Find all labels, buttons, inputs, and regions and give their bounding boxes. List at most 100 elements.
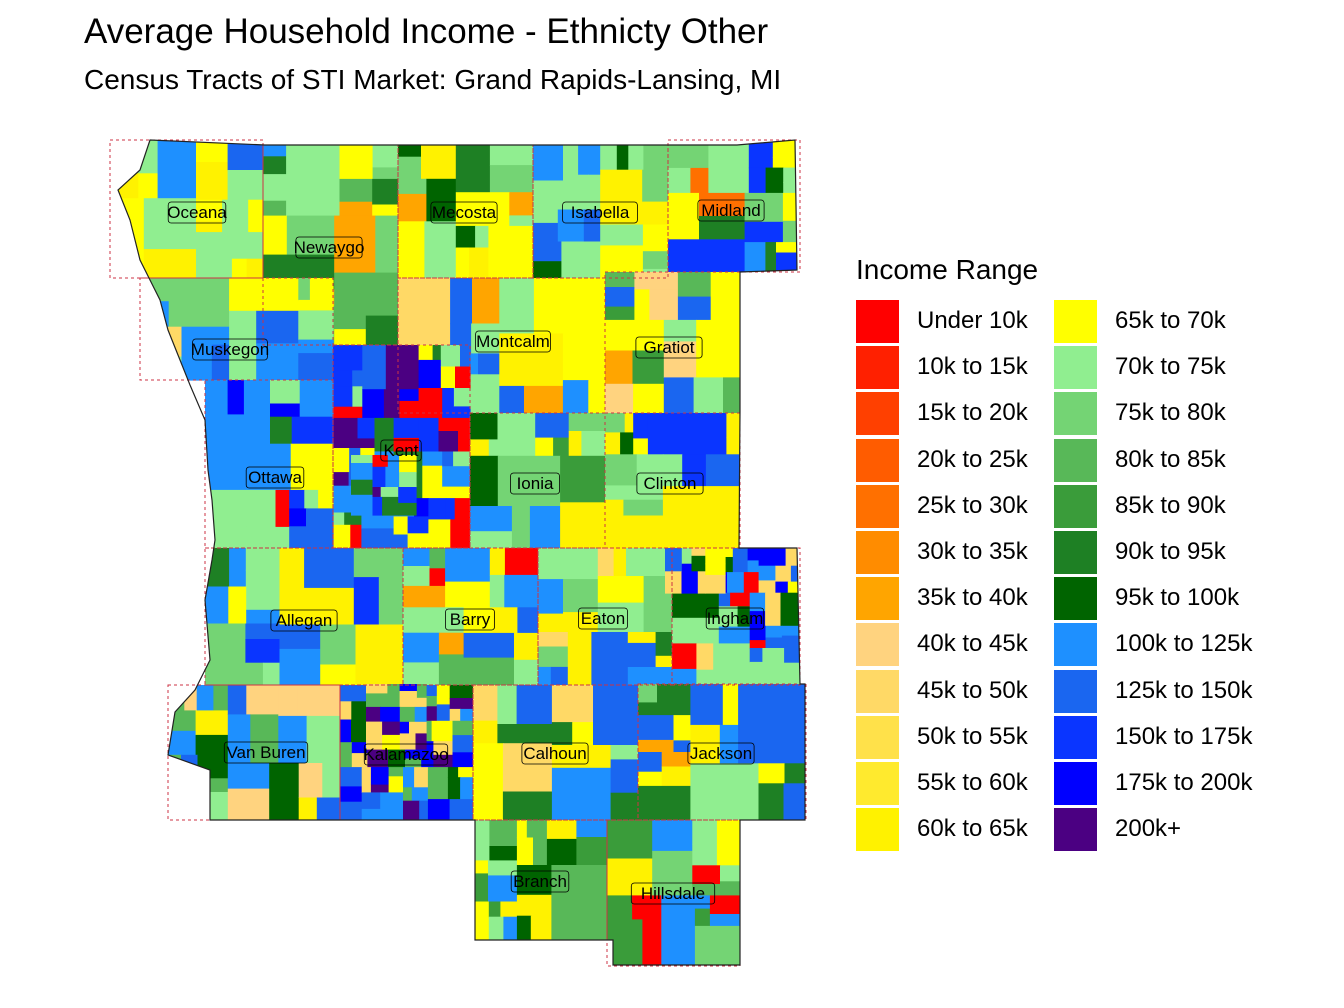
census-tract xyxy=(551,865,608,941)
census-tract xyxy=(414,498,430,517)
census-tract xyxy=(334,215,376,274)
census-tract xyxy=(692,884,721,896)
census-tract xyxy=(418,345,434,361)
census-tract xyxy=(196,162,229,201)
census-tract xyxy=(418,359,442,389)
census-tract xyxy=(672,643,697,670)
census-tract xyxy=(696,319,741,339)
census-tract xyxy=(785,548,801,567)
census-tract xyxy=(488,225,534,279)
census-tract xyxy=(470,531,513,549)
county-label-box xyxy=(635,336,703,359)
census-tract xyxy=(460,345,471,368)
census-tract xyxy=(749,648,763,663)
census-tract xyxy=(790,565,801,583)
census-tract xyxy=(211,344,230,381)
census-tract xyxy=(578,145,601,176)
census-tract xyxy=(196,220,223,233)
census-tract xyxy=(681,548,693,565)
census-tract xyxy=(533,180,547,211)
census-tract xyxy=(333,370,353,387)
census-tract xyxy=(623,499,664,517)
census-tract xyxy=(696,669,714,686)
census-tract xyxy=(279,548,305,589)
census-tract xyxy=(246,489,277,528)
census-tract xyxy=(245,623,281,640)
census-tract xyxy=(663,319,697,342)
census-tract xyxy=(705,574,726,594)
census-tract xyxy=(499,278,535,334)
census-tract xyxy=(380,792,404,821)
census-tract xyxy=(407,533,429,549)
census-tract xyxy=(529,506,561,549)
census-tract xyxy=(415,733,427,750)
census-tract xyxy=(489,574,505,608)
census-tract xyxy=(424,221,457,279)
census-tract xyxy=(168,685,185,711)
census-tract xyxy=(351,463,374,481)
census-tract xyxy=(633,413,649,439)
census-tract xyxy=(473,743,504,821)
census-tract xyxy=(497,685,518,725)
census-tract xyxy=(691,555,706,572)
census-tract xyxy=(780,592,801,627)
census-tract xyxy=(488,875,518,903)
census-tract xyxy=(538,613,564,633)
legend-swatch xyxy=(1054,484,1097,528)
census-tract xyxy=(455,225,476,249)
census-tract xyxy=(263,156,287,175)
census-tract xyxy=(463,607,494,634)
census-tract xyxy=(333,512,345,526)
census-tract xyxy=(568,431,582,457)
census-tract xyxy=(190,778,229,793)
county-label: Montcalm xyxy=(475,330,551,353)
county-label-box xyxy=(687,742,755,765)
census-tract xyxy=(626,548,646,577)
census-tract xyxy=(489,165,534,193)
census-tract xyxy=(426,178,457,222)
county-name: Ionia xyxy=(517,474,554,493)
census-tract xyxy=(447,767,459,778)
census-tract xyxy=(340,701,352,720)
census-tract xyxy=(624,858,653,896)
census-tract xyxy=(195,734,229,756)
census-tract xyxy=(370,784,390,793)
census-tract xyxy=(633,438,649,455)
census-tract xyxy=(562,361,606,381)
county-label: Oceana xyxy=(167,201,227,224)
county-name: Clinton xyxy=(644,474,697,493)
census-tract xyxy=(250,714,279,764)
census-tract xyxy=(581,431,606,457)
census-tract xyxy=(388,767,404,777)
census-tract xyxy=(546,820,577,840)
census-tract xyxy=(610,759,639,794)
county-label: Eaton xyxy=(578,607,628,630)
census-tract xyxy=(382,734,401,750)
census-tract xyxy=(399,684,418,692)
county-label-box xyxy=(521,742,589,765)
census-tract xyxy=(333,406,343,419)
census-tract xyxy=(333,448,350,473)
census-tract xyxy=(357,417,376,439)
census-tract xyxy=(661,752,691,768)
census-tract xyxy=(605,287,635,308)
census-tract xyxy=(516,837,534,866)
census-tract xyxy=(470,506,513,532)
census-tract xyxy=(393,417,420,439)
census-tract xyxy=(298,797,318,821)
census-tract xyxy=(304,489,319,509)
census-tract xyxy=(382,496,399,516)
census-tract xyxy=(681,571,699,594)
census-tract xyxy=(668,167,691,194)
market-outline xyxy=(117,139,806,966)
census-tract xyxy=(380,706,401,723)
census-tract xyxy=(748,140,774,169)
county-label: Ingham xyxy=(705,607,765,630)
census-tract xyxy=(340,801,363,821)
census-tract xyxy=(500,901,518,918)
census-tract xyxy=(279,624,321,650)
census-tract xyxy=(455,145,491,193)
census-tract xyxy=(588,174,601,211)
census-tract xyxy=(577,767,612,821)
census-tract xyxy=(372,466,387,488)
